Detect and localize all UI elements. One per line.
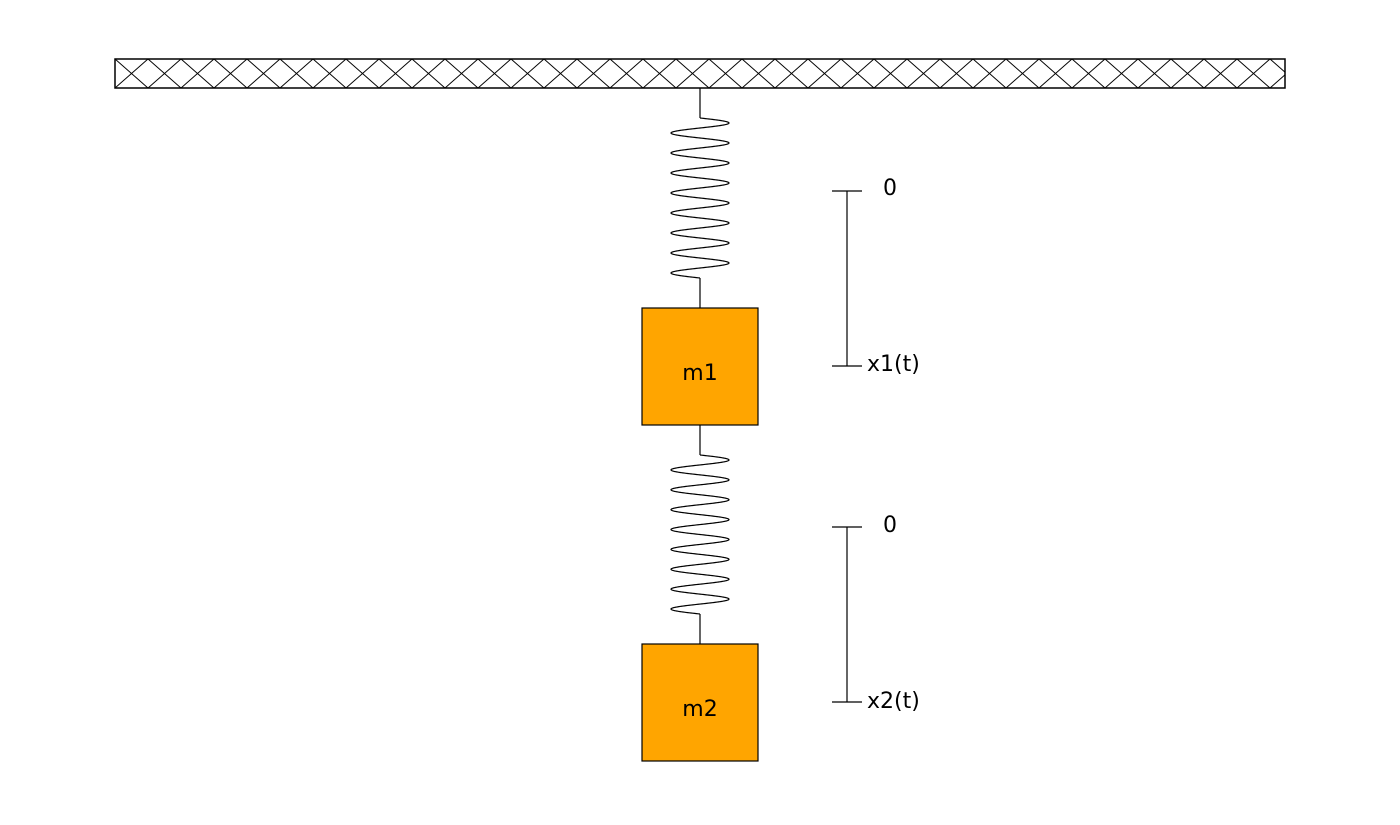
ceiling-support bbox=[114, 58, 1286, 89]
mass-2-label: m2 bbox=[682, 697, 717, 722]
mass-2: m2 bbox=[641, 643, 759, 762]
displacement-scale-1: 0 x1(t) bbox=[832, 176, 920, 377]
scale-2-zero-label: 0 bbox=[883, 513, 897, 538]
spring-1 bbox=[670, 88, 730, 308]
scale-1-zero-label: 0 bbox=[883, 176, 897, 201]
mass-1-label: m1 bbox=[682, 361, 717, 386]
scale-1-x1-label: x1(t) bbox=[867, 352, 920, 377]
scale-2-x2-label: x2(t) bbox=[867, 689, 920, 714]
spring-2 bbox=[670, 425, 730, 644]
displacement-scale-2: 0 x2(t) bbox=[832, 513, 920, 714]
mass-1: m1 bbox=[641, 307, 759, 426]
